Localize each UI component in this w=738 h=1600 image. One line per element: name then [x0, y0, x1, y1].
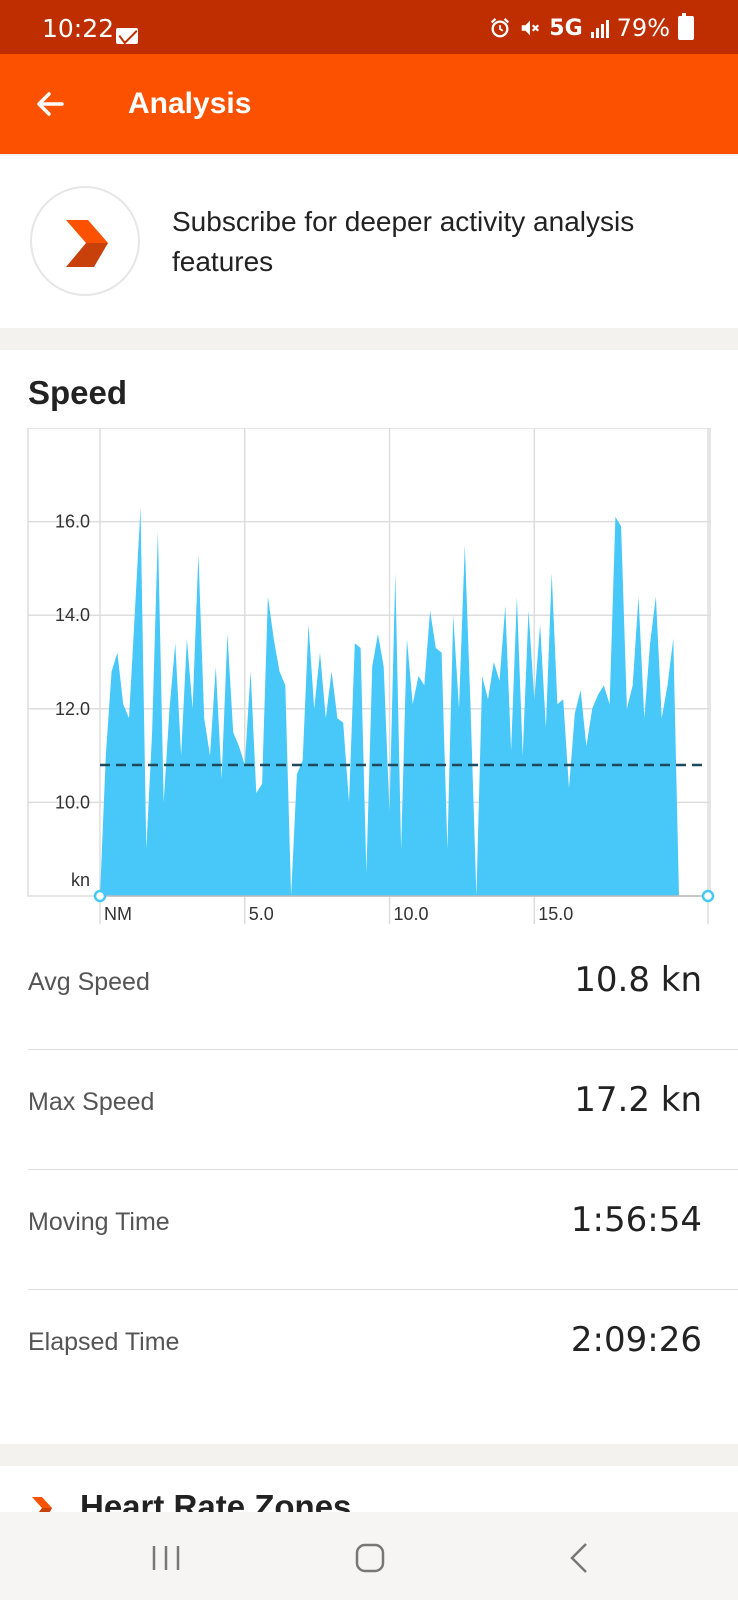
- battery-percent: 79%: [616, 14, 670, 42]
- network-type: 5G: [549, 15, 583, 41]
- mute-icon: [522, 20, 540, 36]
- x-tick-label: 10.0: [394, 904, 429, 924]
- status-icons: 5G 79%: [489, 13, 694, 42]
- range-start-handle: [93, 889, 107, 903]
- stat-row-moving-time: Moving Time 1:56:54: [28, 1170, 738, 1290]
- speed-area: [100, 507, 708, 896]
- stat-value: 10.8 kn: [574, 960, 702, 1000]
- back-nav-icon[interactable]: [558, 1536, 602, 1580]
- app-bar: Analysis: [0, 54, 738, 154]
- stat-value: 1:56:54: [570, 1200, 702, 1240]
- strava-chevron-logo-icon: [66, 220, 108, 267]
- y-axis-unit: kn: [71, 870, 90, 890]
- range-end-handle: [701, 889, 715, 903]
- stat-value: 17.2 kn: [574, 1080, 702, 1120]
- x-tick-label: 5.0: [249, 904, 274, 924]
- page-title: Analysis: [128, 87, 252, 120]
- stat-row-max-speed: Max Speed 17.2 kn: [28, 1050, 738, 1170]
- x-axis-unit: NM: [104, 904, 132, 924]
- strava-logo: [30, 186, 140, 296]
- speed-chart[interactable]: 10.0 12.0 14.0 16.0 5.0 10.0 15.0 NM kn: [0, 428, 738, 928]
- y-tick-label: 12.0: [55, 699, 90, 719]
- y-tick-label: 10.0: [55, 792, 90, 812]
- stat-label: Max Speed: [28, 1088, 155, 1116]
- speed-title: Speed: [28, 374, 128, 411]
- system-nav-bar: [0, 1512, 738, 1600]
- signal-icon: [590, 18, 609, 38]
- stat-label: Moving Time: [28, 1208, 170, 1236]
- status-time: 10:22: [42, 14, 115, 43]
- promo-text: Subscribe for deeper activity analysis f…: [172, 206, 635, 277]
- y-tick-label: 14.0: [55, 605, 90, 625]
- x-tick-label: 15.0: [538, 904, 573, 924]
- stat-value: 2:09:26: [570, 1320, 702, 1360]
- stat-row-elapsed-time: Elapsed Time 2:09:26: [28, 1290, 738, 1410]
- mail-notification-icon: [116, 28, 138, 44]
- home-icon[interactable]: [348, 1536, 392, 1580]
- arrow-left-icon[interactable]: [34, 88, 66, 120]
- alarm-icon: [491, 18, 510, 38]
- battery-icon: [678, 13, 694, 40]
- recent-apps-icon[interactable]: [144, 1536, 188, 1580]
- stat-label: Avg Speed: [28, 968, 150, 996]
- y-tick-label: 16.0: [55, 512, 90, 532]
- speed-card: Speed 10.0 12.0 14.0 16.0 5.0 10.0 15.0 NM kn Av…: [0, 350, 738, 1444]
- stat-row-avg-speed: Avg Speed 10.8 kn: [28, 930, 738, 1050]
- subscribe-promo[interactable]: Subscribe for deeper activity analysis f…: [0, 156, 738, 328]
- stat-label: Elapsed Time: [28, 1328, 180, 1356]
- status-bar: 10:22 5G 79%: [0, 0, 738, 54]
